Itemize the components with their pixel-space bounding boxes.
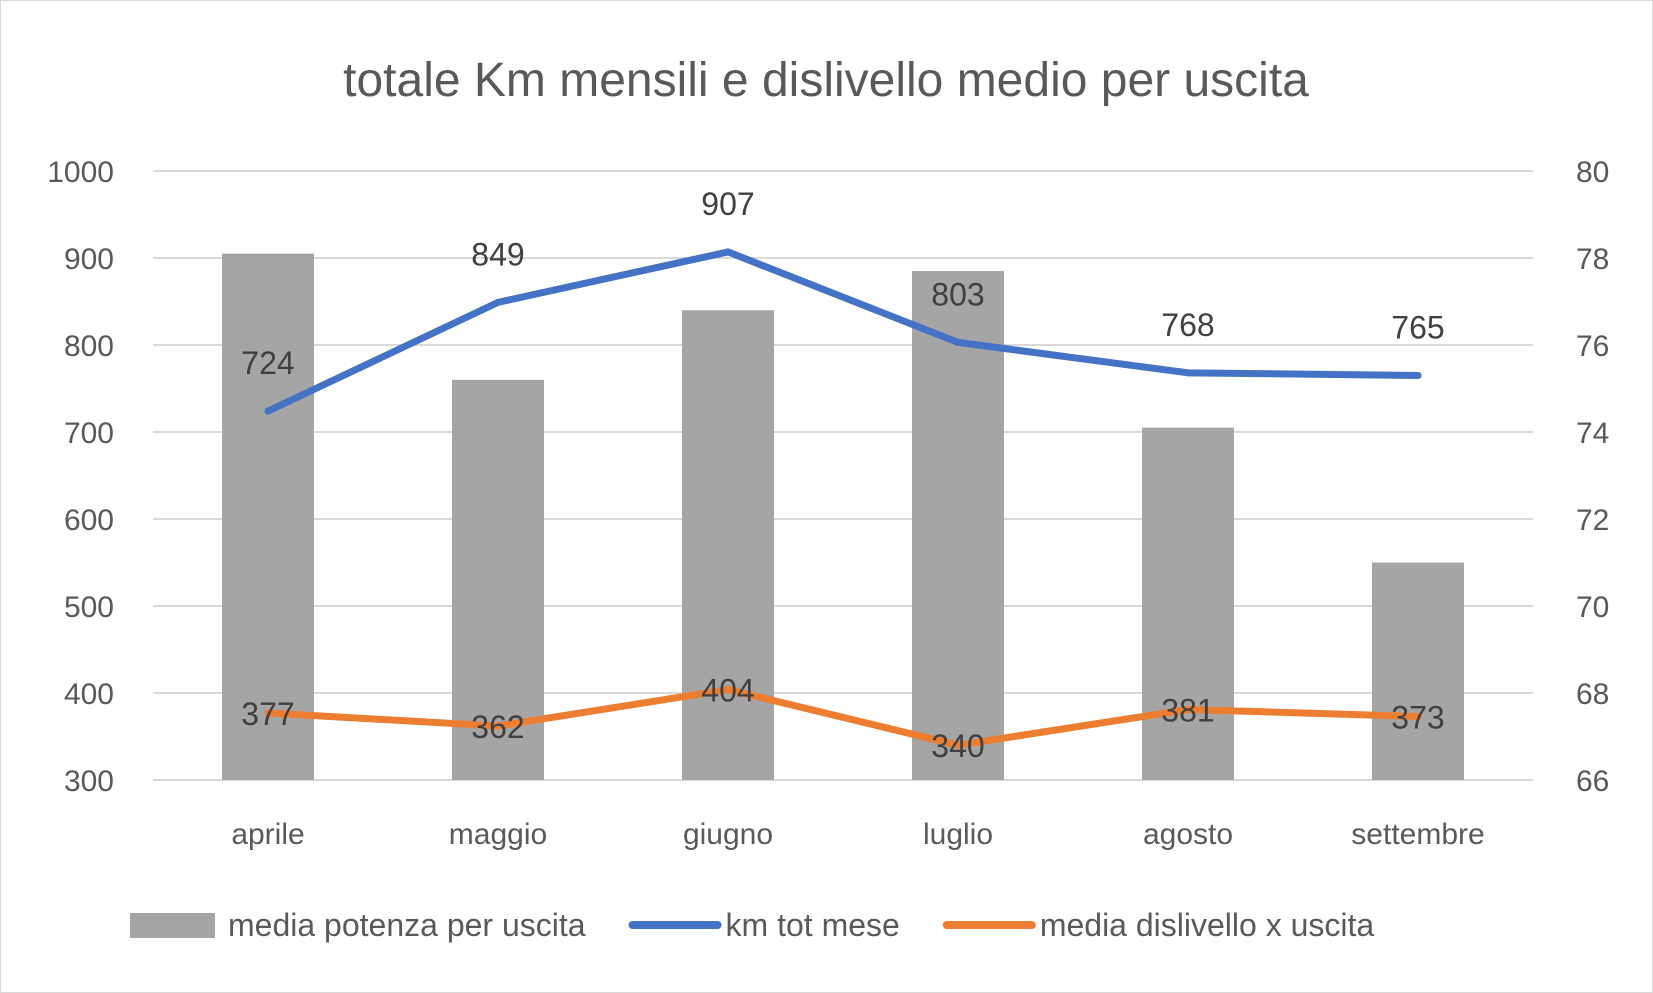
right-tick-label: 68 — [1576, 678, 1609, 711]
data-label: 362 — [471, 709, 524, 745]
line-point — [954, 741, 962, 749]
line-point — [1184, 369, 1192, 377]
line-point — [1184, 706, 1192, 714]
bar-series — [222, 253, 1464, 780]
line-point — [724, 686, 732, 694]
line-point — [1414, 712, 1422, 720]
data-labels: 724 849 907 803 768 765 377 362 404 340 381 373 — [241, 186, 1444, 764]
line-point — [1414, 371, 1422, 379]
left-tick-label: 1000 — [47, 156, 114, 189]
right-tick-label: 72 — [1576, 504, 1609, 537]
category-axis: aprile maggio giugno luglio agosto settembre — [231, 818, 1484, 851]
category-label: giugno — [683, 818, 773, 851]
legend-label: media potenza per uscita — [228, 907, 586, 943]
line-series — [264, 248, 1422, 749]
line-point — [264, 709, 272, 717]
left-tick-label: 600 — [64, 504, 114, 537]
left-tick-label: 800 — [64, 330, 114, 363]
line-point — [494, 298, 502, 306]
data-label: 724 — [241, 345, 294, 381]
bar — [1142, 427, 1234, 780]
data-label: 377 — [241, 696, 294, 732]
gridlines — [153, 170, 1533, 781]
data-label: 373 — [1391, 699, 1444, 735]
legend: media potenza per uscita km tot mese media… — [130, 907, 1374, 943]
data-label: 768 — [1161, 307, 1214, 343]
bar — [452, 379, 544, 780]
right-tick-label: 74 — [1576, 417, 1609, 450]
category-label: settembre — [1351, 818, 1484, 851]
legend-label: media dislivello x uscita — [1040, 907, 1375, 943]
bar — [1372, 562, 1464, 780]
right-tick-label: 76 — [1576, 330, 1609, 363]
left-tick-label: 500 — [64, 591, 114, 624]
category-label: luglio — [923, 818, 993, 851]
series-line — [264, 248, 1422, 415]
series-line — [264, 686, 1422, 749]
right-axis: 66 68 70 72 74 76 78 80 — [1576, 156, 1609, 798]
left-tick-label: 700 — [64, 417, 114, 450]
right-tick-label: 80 — [1576, 156, 1609, 189]
category-label: maggio — [449, 818, 547, 851]
bar — [222, 253, 314, 780]
data-label: 340 — [931, 728, 984, 764]
left-tick-label: 400 — [64, 678, 114, 711]
legend-label: km tot mese — [726, 907, 900, 943]
left-axis: 300 400 500 600 700 800 900 1000 — [47, 156, 114, 798]
right-tick-label: 70 — [1576, 591, 1609, 624]
line-point — [954, 338, 962, 346]
line-point — [494, 722, 502, 730]
chart-title: totale Km mensili e dislivello medio per… — [343, 54, 1309, 107]
right-tick-label: 66 — [1576, 765, 1609, 798]
data-label: 803 — [931, 276, 984, 312]
line-point — [724, 248, 732, 256]
bar — [682, 310, 774, 780]
data-label: 381 — [1161, 693, 1214, 729]
data-label: 907 — [701, 186, 754, 222]
line-point — [264, 407, 272, 415]
legend-swatch — [130, 913, 215, 938]
left-tick-label: 300 — [64, 765, 114, 798]
category-label: agosto — [1143, 818, 1233, 851]
right-tick-label: 78 — [1576, 243, 1609, 276]
bar — [912, 271, 1004, 780]
left-tick-label: 900 — [64, 243, 114, 276]
data-label: 765 — [1391, 309, 1444, 345]
data-label: 404 — [701, 673, 754, 709]
data-label: 849 — [471, 236, 524, 272]
category-label: aprile — [231, 818, 304, 851]
